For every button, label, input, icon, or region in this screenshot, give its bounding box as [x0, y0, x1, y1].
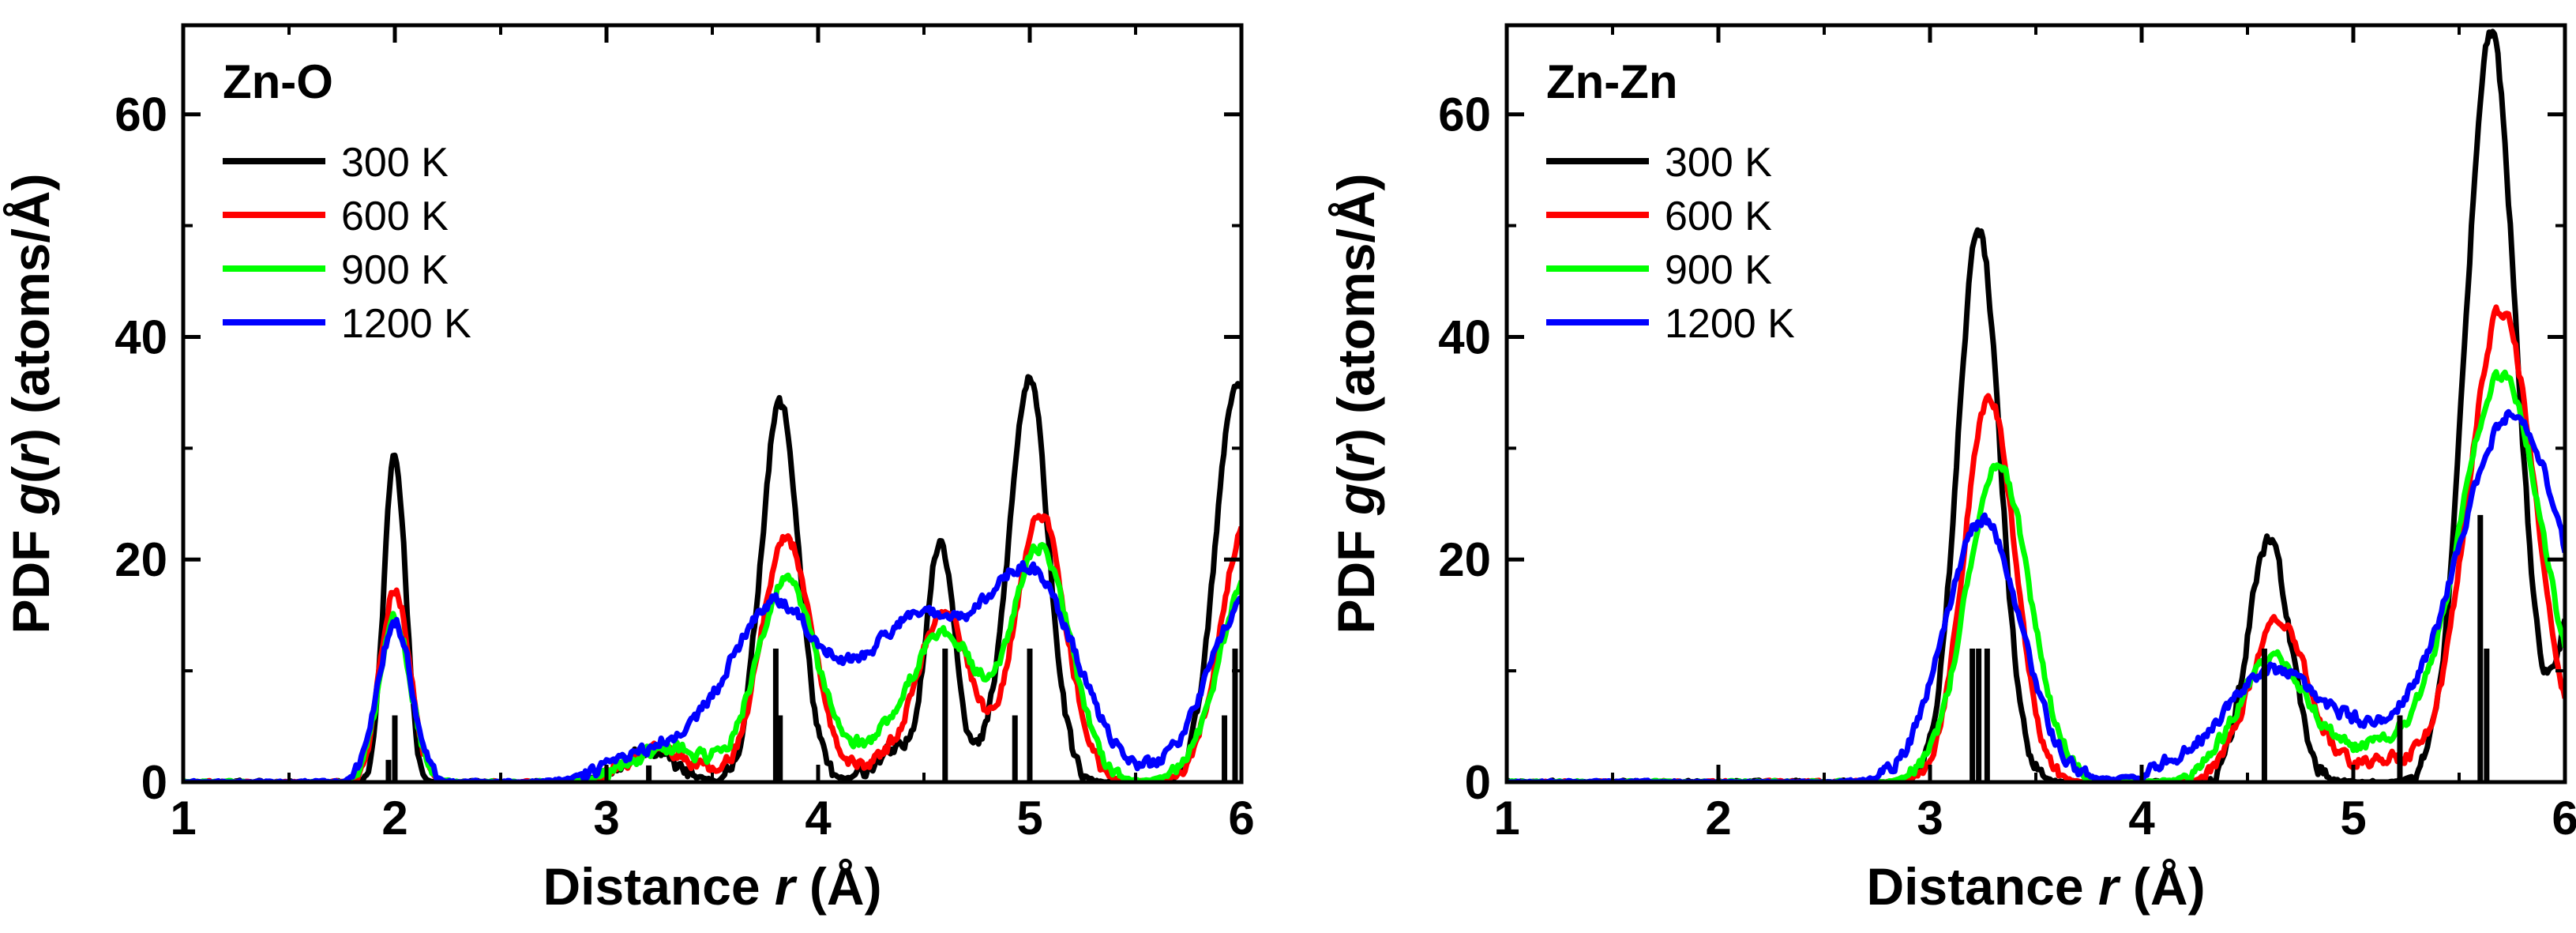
- x-tick-label: 5: [2340, 792, 2366, 845]
- series-line-600k: [183, 513, 1241, 782]
- y-axis-label: PDF g(r) (atoms/Å): [1327, 173, 1385, 634]
- series-line-1200k: [183, 560, 1241, 782]
- panel-title: Zn-O: [223, 55, 333, 108]
- y-tick-label: 60: [1438, 88, 1491, 141]
- x-tick-label: 1: [1493, 792, 1519, 845]
- x-tick-label: 6: [2552, 792, 2576, 845]
- legend-label: 600 K: [1665, 194, 1772, 239]
- legend-label: 900 K: [341, 247, 449, 293]
- x-tick-label: 4: [2128, 792, 2155, 845]
- legend: 300 K 600 K 900 K 1200 K: [1546, 140, 1795, 347]
- y-tick-label: 0: [141, 756, 167, 809]
- series-line-900k: [183, 542, 1241, 782]
- y-tick-label: 20: [115, 533, 167, 586]
- plot-frame: [1504, 23, 2567, 784]
- legend-label: 300 K: [341, 140, 449, 186]
- y-axis-label: PDF g(r) (atoms/Å): [2, 173, 60, 634]
- x-tick-label: 6: [1228, 792, 1254, 845]
- x-tick-label: 2: [381, 792, 407, 845]
- y-tick-label: 60: [115, 88, 167, 141]
- x-tick-label: 1: [170, 792, 196, 845]
- panel-title: Zn-Zn: [1546, 55, 1678, 108]
- x-tick-label: 3: [593, 792, 619, 845]
- x-tick-label: 4: [805, 792, 832, 845]
- plot-frame: [181, 23, 1244, 784]
- x-tick-label: 3: [1917, 792, 1943, 845]
- series-line-600k: [1507, 304, 2565, 782]
- x-tick-label: 2: [1705, 792, 1731, 845]
- series-line-1200k: [1507, 408, 2565, 782]
- series-line-300k: [1507, 28, 2565, 782]
- legend-label: 300 K: [1665, 140, 1772, 186]
- legend: 300 K 600 K 900 K 1200 K: [223, 140, 471, 347]
- legend-label: 1200 K: [1665, 301, 1795, 347]
- y-tick-label: 20: [1438, 533, 1491, 586]
- x-axis-label: Distance r (Å): [543, 857, 881, 916]
- y-tick-label: 0: [1465, 756, 1491, 809]
- legend-label: 900 K: [1665, 247, 1772, 293]
- series-line-900k: [1507, 369, 2565, 782]
- y-tick-label: 40: [115, 310, 167, 363]
- y-tick-label: 40: [1438, 310, 1491, 363]
- x-axis-label: Distance r (Å): [1866, 857, 2205, 916]
- legend-label: 600 K: [341, 194, 449, 239]
- legend-label: 1200 K: [341, 301, 471, 347]
- x-tick-label: 5: [1016, 792, 1042, 845]
